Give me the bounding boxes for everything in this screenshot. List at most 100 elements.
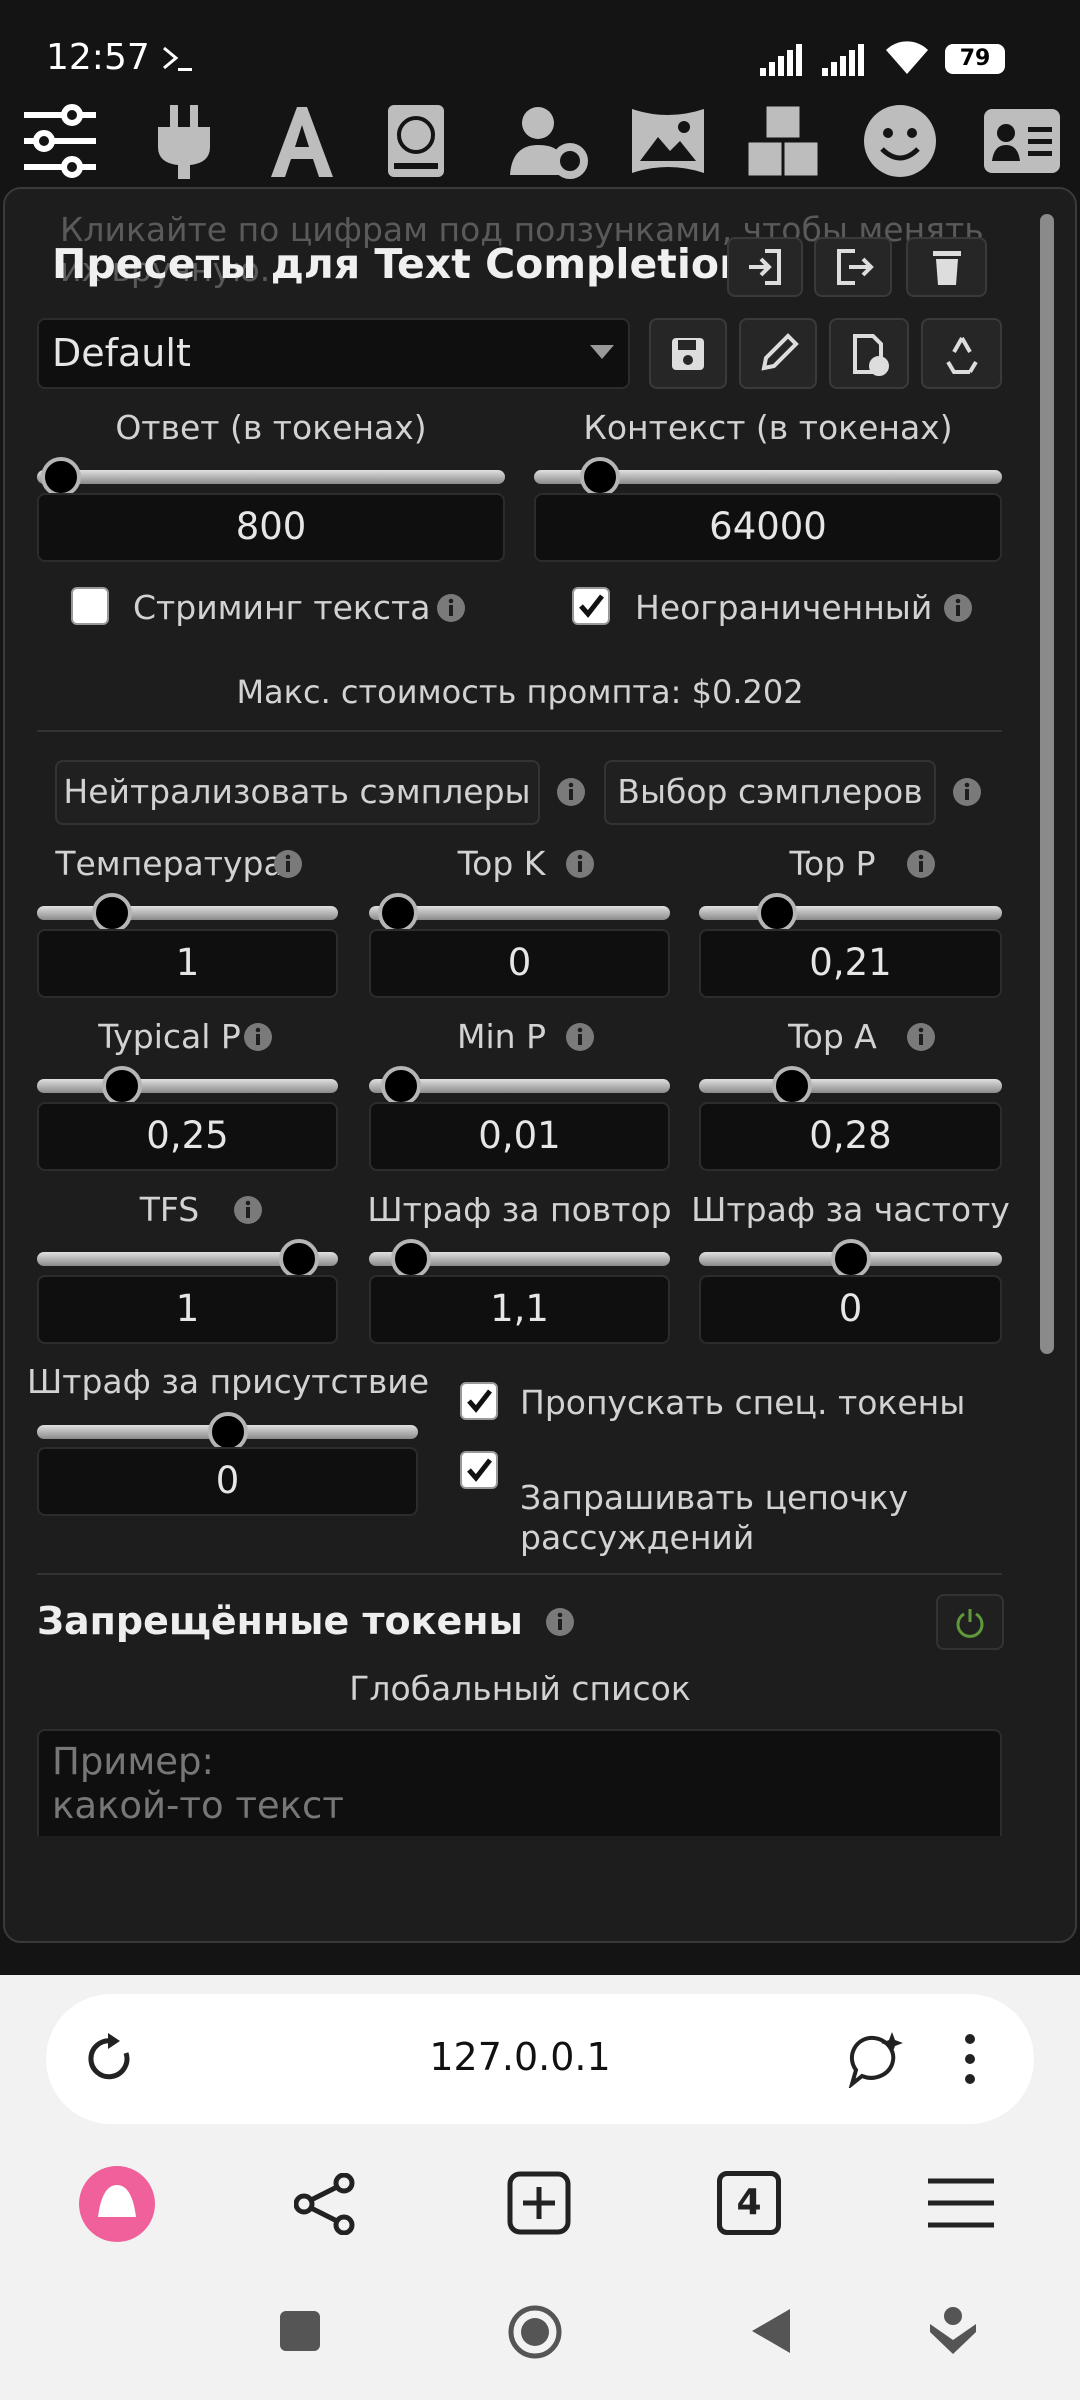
- slider-knob[interactable]: [390, 1239, 431, 1279]
- info-icon[interactable]: [545, 1607, 575, 1637]
- button[interactable]: [604, 760, 936, 825]
- icon-button[interactable]: [921, 318, 1002, 389]
- info-icon[interactable]: [243, 1022, 273, 1052]
- button-label[interactable]: Выбор сэмплеров: [617, 772, 923, 812]
- toolbar-icon[interactable]: [20, 101, 100, 181]
- number-value[interactable]: 0: [215, 1459, 240, 1503]
- power-button[interactable]: [936, 1594, 1004, 1650]
- slider-knob[interactable]: [756, 893, 797, 933]
- number-input[interactable]: [37, 493, 505, 562]
- number-value[interactable]: 1,1: [490, 1287, 549, 1331]
- checkbox[interactable]: [572, 587, 610, 625]
- number-value[interactable]: 1: [175, 1287, 200, 1331]
- slider-knob[interactable]: [830, 1239, 871, 1279]
- info-icon[interactable]: [943, 593, 973, 623]
- slider-track[interactable]: [699, 906, 1002, 920]
- number-input[interactable]: [37, 1102, 338, 1171]
- info-icon[interactable]: [436, 593, 466, 623]
- battery-level: 79: [959, 45, 991, 71]
- number-value[interactable]: 0,01: [478, 1114, 561, 1158]
- slider-track[interactable]: [369, 1079, 670, 1093]
- toolbar-icon[interactable]: [376, 101, 456, 181]
- number-input[interactable]: [37, 1275, 338, 1344]
- info-icon[interactable]: [565, 849, 595, 879]
- number-input[interactable]: [699, 1275, 1002, 1344]
- number-input[interactable]: [369, 929, 670, 998]
- icon-button[interactable]: [829, 318, 909, 389]
- toolbar-icon[interactable]: [743, 101, 823, 181]
- slider-knob[interactable]: [771, 1066, 812, 1106]
- toolbar-icon[interactable]: [860, 101, 940, 181]
- button-label[interactable]: Нейтрализовать сэмплеры: [63, 772, 531, 812]
- number-value[interactable]: 0: [507, 941, 532, 985]
- slider-track[interactable]: [369, 1252, 670, 1266]
- info-icon[interactable]: [273, 849, 303, 879]
- url-text[interactable]: 127.0.0.1: [429, 2035, 611, 2080]
- slider-label: Температура: [55, 844, 284, 884]
- checkbox[interactable]: [460, 1451, 498, 1489]
- button[interactable]: [55, 760, 540, 825]
- nav-back[interactable]: [752, 2309, 790, 2353]
- toolbar-icon[interactable]: [261, 101, 341, 181]
- number-input[interactable]: [369, 1102, 670, 1171]
- menu-dots[interactable]: [956, 2033, 984, 2085]
- toolbar-icon[interactable]: [982, 101, 1062, 181]
- info-icon[interactable]: [952, 777, 982, 807]
- hamburger-icon[interactable]: [926, 2177, 996, 2229]
- slider-track[interactable]: [369, 906, 670, 920]
- slider-knob[interactable]: [41, 457, 81, 497]
- url-bar[interactable]: [46, 1994, 1034, 2124]
- number-input[interactable]: [37, 929, 338, 998]
- number-value[interactable]: 1: [175, 941, 200, 985]
- info-icon[interactable]: [565, 1022, 595, 1052]
- number-value[interactable]: 0,28: [809, 1114, 892, 1158]
- slider-knob[interactable]: [380, 1066, 421, 1106]
- nav-home[interactable]: [508, 2305, 562, 2359]
- assistant-icon[interactable]: [846, 2030, 906, 2088]
- number-input[interactable]: [369, 1275, 670, 1344]
- number-value[interactable]: 64000: [709, 505, 827, 549]
- toolbar-icon[interactable]: [144, 101, 224, 181]
- slider-track[interactable]: [699, 1079, 1002, 1093]
- slider-knob[interactable]: [207, 1412, 248, 1452]
- number-input[interactable]: [699, 1102, 1002, 1171]
- new-tab-icon[interactable]: [507, 2171, 571, 2235]
- checkbox[interactable]: [71, 587, 109, 625]
- number-value[interactable]: 0: [838, 1287, 863, 1331]
- textarea[interactable]: [37, 1729, 1002, 1836]
- tabs-count[interactable]: 4: [736, 2182, 762, 2224]
- slider-knob[interactable]: [580, 457, 620, 497]
- checkbox[interactable]: [460, 1382, 498, 1420]
- icon-button[interactable]: [739, 318, 817, 389]
- toolbar-icon[interactable]: [628, 101, 708, 181]
- nav-recents[interactable]: [280, 2311, 320, 2351]
- nav-assist[interactable]: [928, 2306, 978, 2356]
- share-icon[interactable]: [294, 2173, 356, 2235]
- slider-track[interactable]: [37, 906, 338, 920]
- reload-icon[interactable]: [82, 2031, 138, 2087]
- alice-button[interactable]: [78, 2165, 156, 2243]
- number-input[interactable]: [699, 929, 1002, 998]
- slider-knob[interactable]: [101, 1066, 142, 1106]
- info-icon[interactable]: [906, 1022, 936, 1052]
- slider-track[interactable]: [534, 470, 1002, 484]
- slider-track[interactable]: [37, 1079, 338, 1093]
- slider-track[interactable]: [37, 470, 505, 484]
- number-input[interactable]: [534, 493, 1002, 562]
- info-icon[interactable]: [556, 777, 586, 807]
- info-icon[interactable]: [906, 849, 936, 879]
- slider-knob[interactable]: [278, 1239, 319, 1279]
- number-value[interactable]: 0,21: [809, 941, 892, 985]
- info-icon[interactable]: [233, 1195, 263, 1225]
- slider-knob[interactable]: [378, 893, 419, 933]
- tabs-button[interactable]: [717, 2171, 781, 2235]
- icon-button[interactable]: [649, 318, 727, 389]
- number-input[interactable]: [37, 1447, 418, 1516]
- toolbar-icon[interactable]: [508, 101, 588, 181]
- preset-select[interactable]: [37, 318, 630, 389]
- number-value[interactable]: 0,25: [146, 1114, 229, 1158]
- slider-track[interactable]: [37, 1252, 338, 1266]
- slider-knob[interactable]: [91, 893, 132, 933]
- number-value[interactable]: 800: [235, 505, 307, 549]
- preset-name[interactable]: Default: [52, 331, 191, 376]
